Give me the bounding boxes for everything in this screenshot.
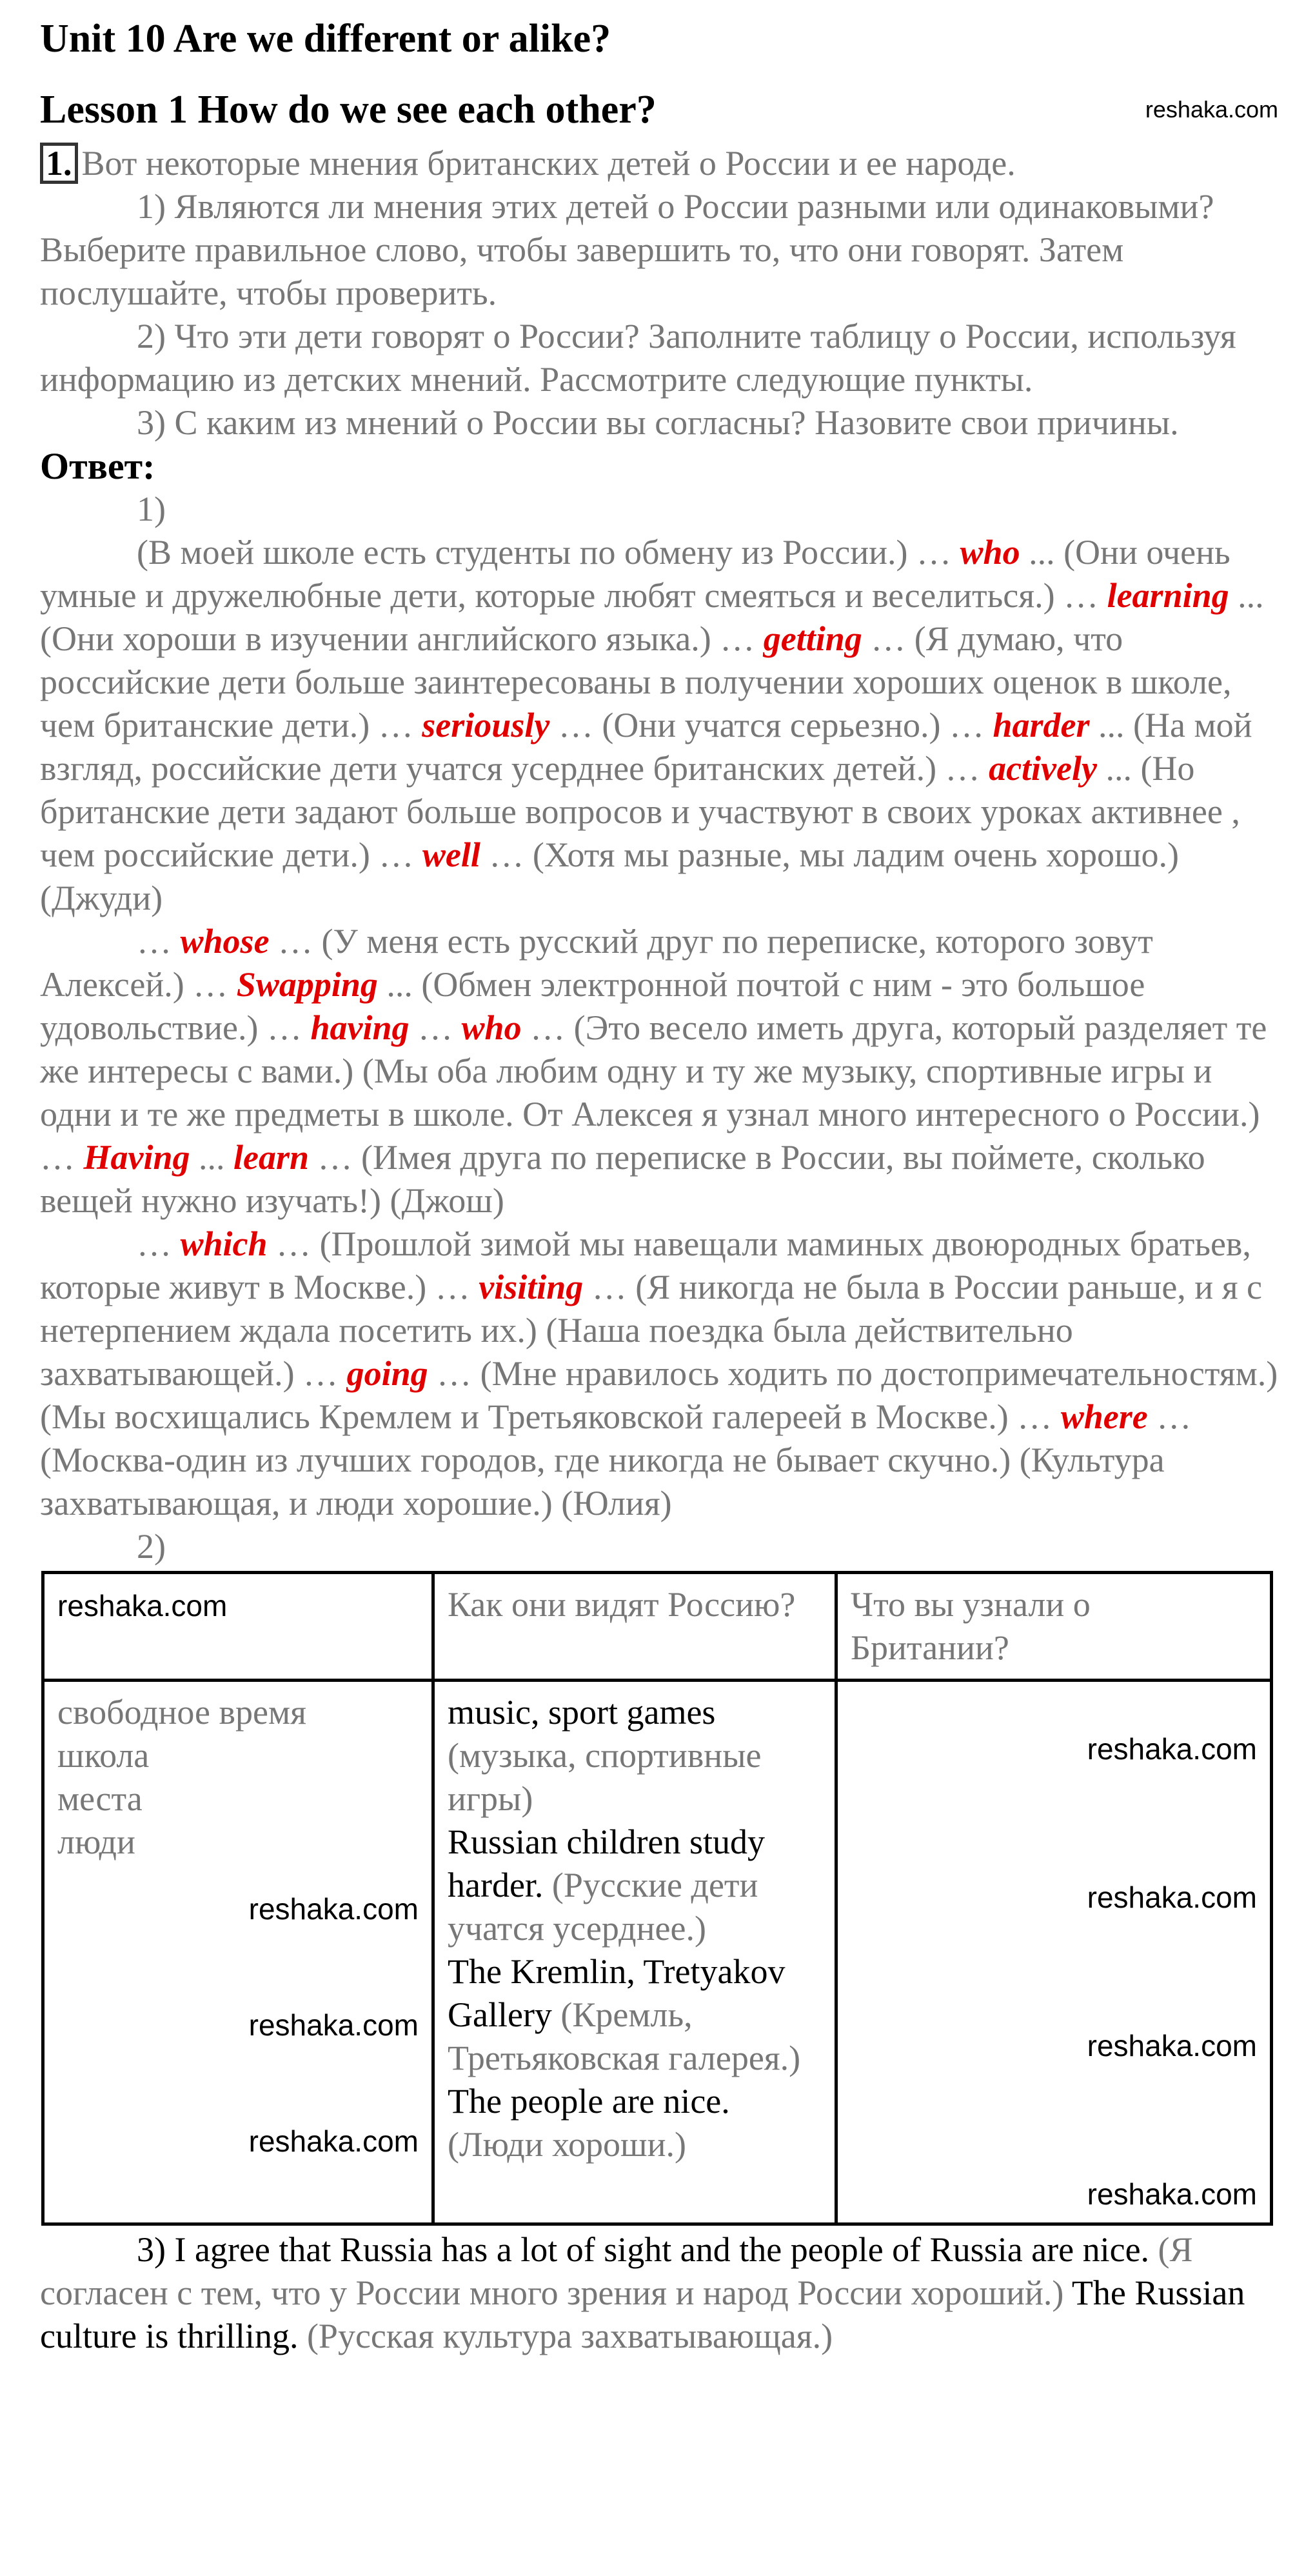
answer-item: The people are nice. (Люди хороши.) — [448, 2080, 822, 2166]
answer-word: which — [180, 1224, 268, 1263]
answer-ru: (Кремль, Третьяковская галерея.) — [448, 1995, 801, 2077]
empty-cell: reshaka.com reshaka.com reshaka.com resh… — [835, 1679, 1273, 2226]
watermark: reshaka.com — [1087, 1732, 1257, 1766]
watermark: reshaka.com — [1087, 2029, 1257, 2062]
part2-label: 2) — [137, 1527, 166, 1566]
exercise-intro: 1. Вот некоторые мнения британских детей … — [40, 142, 1278, 185]
answer-word: Swapping — [236, 965, 378, 1004]
answer-en: The Kremlin, Tretyakov Gallery — [448, 1952, 786, 2034]
translation-text: … (У меня есть русский друг по переписке… — [40, 922, 1153, 1004]
watermark: reshaka.com — [248, 2124, 419, 2158]
exercise-block: 1. Вот некоторые мнения британских детей … — [40, 142, 1278, 488]
lesson-title: Lesson 1 How do we see each other? — [40, 88, 657, 132]
table-row: свободное время школа места люди reshaka… — [41, 1679, 1273, 2226]
topic: школа — [57, 1736, 150, 1775]
watermark: reshaka.com — [1087, 2177, 1257, 2211]
answer-en: music, sport games — [448, 1693, 716, 1732]
part3-en: The Russian culture is thrilling. — [40, 2273, 1245, 2355]
part1-paragraphs: (В моей школе есть студенты по обмену из… — [40, 531, 1278, 1525]
watermark: reshaka.com — [248, 1892, 419, 1926]
part1-paragraph: … which … (Прошлой зимой мы навещали мам… — [40, 1223, 1278, 1525]
translation-text: … — [409, 1008, 462, 1047]
watermark-column: reshaka.com reshaka.com reshaka.com resh… — [851, 1691, 1257, 2213]
answer-word: Having — [83, 1138, 190, 1177]
answer-word: actively — [989, 749, 1097, 788]
task-1: 1) Являются ли мнения этих детей о Росси… — [40, 187, 1214, 312]
answer-ru: (Русские дети учатся усерднее.) — [448, 1866, 758, 1948]
translation-text: … (Это весело иметь друга, который разде… — [40, 1008, 1267, 1177]
topic: свободное время — [57, 1693, 306, 1732]
part3-en: I agree that Russia has a lot of sight a… — [174, 2230, 1150, 2269]
intro-text: Вот некоторые мнения британских детей о … — [81, 144, 1016, 183]
part3-ru: (Я согласен с тем, что у России много зр… — [40, 2230, 1193, 2312]
answer-word: getting — [763, 619, 862, 658]
answer-en: The people are nice. — [448, 2082, 730, 2121]
translation-text: … (Москва-один из лучших городов, где ни… — [40, 1397, 1192, 1523]
document-page: Unit 10 Are we different or alike? Lesso… — [40, 17, 1278, 2358]
translation-text: … (Имея друга по переписке в России, вы … — [40, 1138, 1205, 1220]
answer-word: whose — [180, 922, 270, 961]
watermark-column: reshaka.com reshaka.com reshaka.com — [57, 1890, 419, 2161]
answer-item: The Kremlin, Tretyakov Gallery (Кремль, … — [448, 1950, 822, 2080]
part1-paragraph: (В моей школе есть студенты по обмену из… — [40, 531, 1278, 920]
answer-word: seriously — [422, 706, 550, 744]
translation-text: … (Мне нравилось ходить по достопримечат… — [40, 1354, 1278, 1436]
answer-word: who — [960, 533, 1020, 572]
topic: люди — [57, 1822, 135, 1861]
table-header-cell: Как они видят Россию? — [431, 1571, 838, 1682]
part1-label: 1) — [137, 490, 166, 528]
watermark: reshaka.com — [248, 2008, 419, 2042]
topic: места — [57, 1779, 143, 1818]
table-header-row: reshaka.com Как они видят Россию? Что вы… — [41, 1571, 1273, 1682]
translation-text: … — [137, 1224, 181, 1263]
answer-word: learning — [1107, 576, 1229, 615]
lesson-title-row: Lesson 1 How do we see each other? resha… — [40, 84, 1278, 135]
translation-text: … (Я никогда не была в России раньше, и … — [40, 1268, 1263, 1393]
answer-word: going — [346, 1354, 428, 1393]
translation-text: ... (Обмен электронной почтой с ним - эт… — [40, 965, 1145, 1047]
exercise-number: 1. — [40, 143, 78, 184]
answer-part-1: 1) (В моей школе есть студенты по обмену… — [40, 488, 1278, 1568]
answer-item: music, sport games (музыка, спортивные и… — [448, 1691, 822, 1821]
answer-en: Russian children study harder. — [448, 1822, 765, 1904]
translation-text: ... (Но британские дети задают больше во… — [40, 749, 1240, 874]
unit-title: Unit 10 Are we different or alike? — [40, 17, 611, 61]
table-header-cell: reshaka.com — [41, 1571, 435, 1682]
answer-word: learn — [233, 1138, 310, 1177]
watermark: reshaka.com — [1145, 96, 1278, 123]
translation-text: … (Я думаю, что российские дети больше з… — [40, 619, 1232, 744]
part1-paragraph: … whose … (У меня есть русский друг по п… — [40, 920, 1278, 1223]
watermark: reshaka.com — [1087, 1881, 1257, 1914]
translation-text: (В моей школе есть студенты по обмену из… — [137, 533, 960, 572]
translation-text: … (Хотя мы разные, мы ладим очень хорошо… — [40, 835, 1180, 917]
russia-table: reshaka.com Как они видят Россию? Что вы… — [41, 1571, 1273, 2226]
part3-text: 3) I agree that Russia has a lot of sigh… — [40, 2228, 1278, 2358]
answer-label: Ответ: — [40, 445, 155, 487]
answer-word: visiting — [479, 1268, 584, 1306]
answer-word: well — [422, 835, 480, 874]
translation-text: ... — [190, 1138, 234, 1177]
answer-item: Russian children study harder. (Русские … — [448, 1821, 822, 1950]
translation-text: ... (Они хороши в изучении английского я… — [40, 576, 1264, 658]
translation-text: … (Прошлой зимой мы навещали маминых дво… — [40, 1224, 1251, 1306]
answer-word: where — [1060, 1397, 1148, 1436]
answer-part-3: 3) I agree that Russia has a lot of sigh… — [40, 2228, 1278, 2358]
answer-word: having — [310, 1008, 410, 1047]
answer-word: harder — [993, 706, 1090, 744]
part3-label: 3) — [137, 2230, 166, 2269]
translation-text: … — [137, 922, 181, 961]
task-2: 2) Что эти дети говорят о России? Заполн… — [40, 317, 1236, 399]
answer-word: who — [461, 1008, 522, 1047]
translation-text: … (Они учатся серьезно.) … — [549, 706, 993, 744]
topics-cell: свободное время школа места люди reshaka… — [41, 1679, 435, 2226]
answers-cell: music, sport games (музыка, спортивные и… — [431, 1679, 838, 2226]
task-3: 3) С каким из мнений о России вы согласн… — [137, 403, 1179, 442]
answer-ru: (музыка, спортивные игры) — [448, 1736, 762, 1818]
translation-text: ... (На мой взгляд, российские дети учат… — [40, 706, 1252, 788]
translation-text: ... (Они очень умные и дружелюбные дети,… — [40, 533, 1231, 615]
table-header-cell: Что вы узнали о Британии? — [835, 1571, 1273, 1682]
answer-ru: (Люди хороши.) — [448, 2125, 686, 2164]
part3-ru: (Русская культура захватывающая.) — [306, 2317, 833, 2355]
watermark: reshaka.com — [57, 1589, 228, 1622]
